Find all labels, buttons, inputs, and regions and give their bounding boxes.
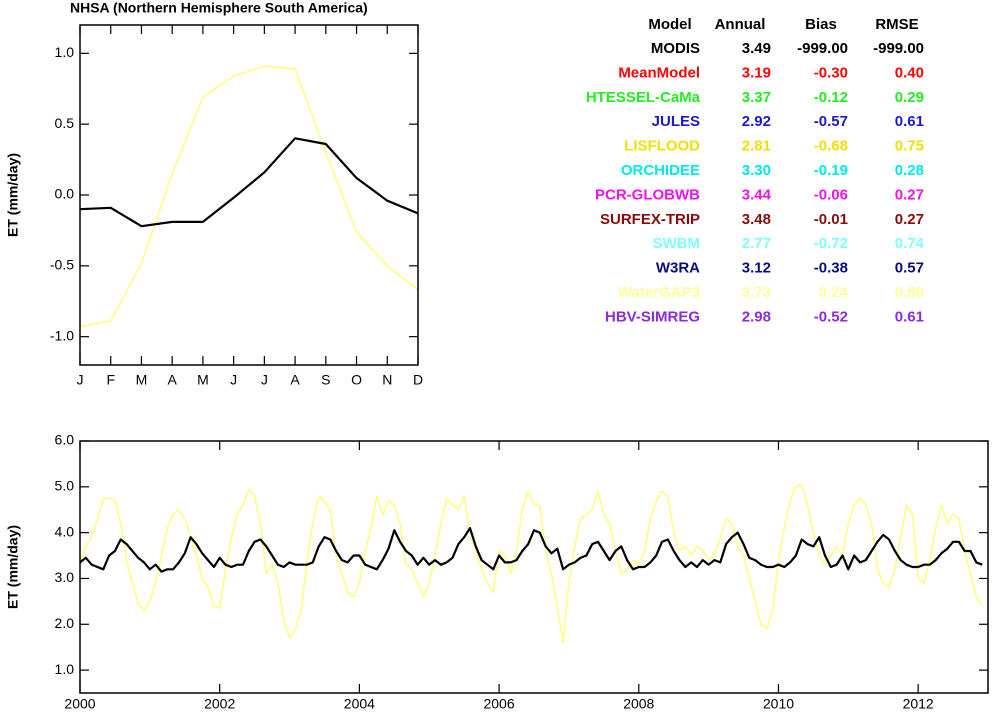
table-cell: 2.81 <box>742 138 771 155</box>
y-tick-label: 0.5 <box>55 115 75 131</box>
table-cell: HBV-SIMREG <box>605 308 700 325</box>
table-cell: 0.75 <box>895 138 924 155</box>
table-cell: SWBM <box>653 235 701 252</box>
x-tick-label: 2004 <box>344 696 375 712</box>
table-cell: PCR-GLOBWB <box>595 186 700 203</box>
series-line <box>79 483 983 644</box>
plot-frame <box>79 440 989 694</box>
plot-frame <box>79 24 419 366</box>
table-cell: -0.19 <box>814 162 848 179</box>
y-tick-label: 1.0 <box>55 661 75 677</box>
table-cell: -0.57 <box>814 113 848 130</box>
table-cell: 2.92 <box>742 113 771 130</box>
y-axis-label: ET (mm/day) <box>5 153 21 237</box>
table-cell: -0.12 <box>814 89 848 106</box>
x-tick-label: 2010 <box>763 696 794 712</box>
x-tick-label: 2006 <box>483 696 514 712</box>
table-cell: 0.40 <box>895 64 924 81</box>
table-cell: MODIS <box>651 40 700 57</box>
table-cell: JULES <box>652 113 700 130</box>
y-tick-label: -1.0 <box>50 327 74 343</box>
table-cell: 0.61 <box>895 308 924 325</box>
table-cell: -0.52 <box>814 308 848 325</box>
table-cell: LISFLOOD <box>624 138 700 155</box>
y-tick-label: 5.0 <box>55 478 75 494</box>
series-line <box>79 527 983 573</box>
y-tick-label: 2.0 <box>55 615 75 631</box>
table-cell: 3.73 <box>742 284 771 301</box>
table-cell: 0.27 <box>895 186 924 203</box>
table-header: RMSE <box>875 16 918 33</box>
table-cell: MeanModel <box>618 64 700 81</box>
table-cell: 2.98 <box>742 308 771 325</box>
x-tick-label: 2000 <box>64 696 95 712</box>
table-cell: WaterGAP3 <box>618 284 700 301</box>
table-cell: 3.37 <box>742 89 771 106</box>
y-axis-label: ET (mm/day) <box>5 525 21 609</box>
table-cell: 0.61 <box>895 113 924 130</box>
x-tick-label: F <box>106 372 115 388</box>
table-cell: 0.29 <box>895 89 924 106</box>
x-tick-label: 2012 <box>903 696 934 712</box>
table-cell: 0.74 <box>895 235 925 252</box>
x-tick-label: N <box>382 372 392 388</box>
table-cell: 0.57 <box>895 260 924 277</box>
y-tick-label: 3.0 <box>55 569 75 585</box>
series-line <box>79 65 419 328</box>
x-tick-label: D <box>413 372 423 388</box>
y-tick-label: -0.5 <box>50 257 74 273</box>
x-tick-label: J <box>77 372 84 388</box>
table-cell: 3.19 <box>742 64 771 81</box>
table-cell: 3.44 <box>742 186 772 203</box>
x-tick-label: 2008 <box>623 696 654 712</box>
table-cell: -0.68 <box>814 138 848 155</box>
table-cell: -999.00 <box>797 40 848 57</box>
x-tick-label: A <box>290 372 300 388</box>
table-cell: 0.27 <box>895 211 924 228</box>
chart-title: NHSA (Northern Hemisphere South America) <box>70 0 368 16</box>
y-tick-label: 1.0 <box>55 44 75 60</box>
x-tick-label: O <box>351 372 362 388</box>
x-tick-label: A <box>168 372 178 388</box>
table-cell: 3.49 <box>742 40 771 57</box>
table-cell: SURFEX-TRIP <box>600 211 700 228</box>
table-cell: HTESSEL-CaMa <box>586 89 701 106</box>
y-tick-label: 6.0 <box>55 432 75 448</box>
x-tick-label: S <box>321 372 330 388</box>
y-tick-label: 4.0 <box>55 523 75 539</box>
table-cell: -0.06 <box>814 186 848 203</box>
table-cell: 2.77 <box>742 235 771 252</box>
x-tick-label: 2002 <box>204 696 235 712</box>
table-header: Annual <box>715 16 766 33</box>
x-tick-label: J <box>261 372 268 388</box>
table-cell: -999.00 <box>873 40 924 57</box>
table-cell: 3.30 <box>742 162 771 179</box>
x-tick-label: M <box>136 372 148 388</box>
table-header: Model <box>648 16 691 33</box>
table-cell: 3.48 <box>742 211 771 228</box>
table-cell: W3RA <box>656 260 700 277</box>
x-tick-label: J <box>230 372 237 388</box>
table-cell: -0.01 <box>814 211 848 228</box>
table-cell: -0.72 <box>814 235 848 252</box>
table-cell: 3.12 <box>742 260 771 277</box>
table-cell: -0.38 <box>814 260 848 277</box>
table-cell: ORCHIDEE <box>621 162 700 179</box>
x-tick-label: M <box>197 372 209 388</box>
series-line <box>79 137 419 228</box>
y-tick-label: 0.0 <box>55 186 75 202</box>
table-cell: 0.24 <box>819 284 849 301</box>
table-cell: 0.80 <box>895 284 924 301</box>
table-cell: -0.30 <box>814 64 848 81</box>
table-header: Bias <box>805 16 837 33</box>
table-cell: 0.28 <box>895 162 924 179</box>
